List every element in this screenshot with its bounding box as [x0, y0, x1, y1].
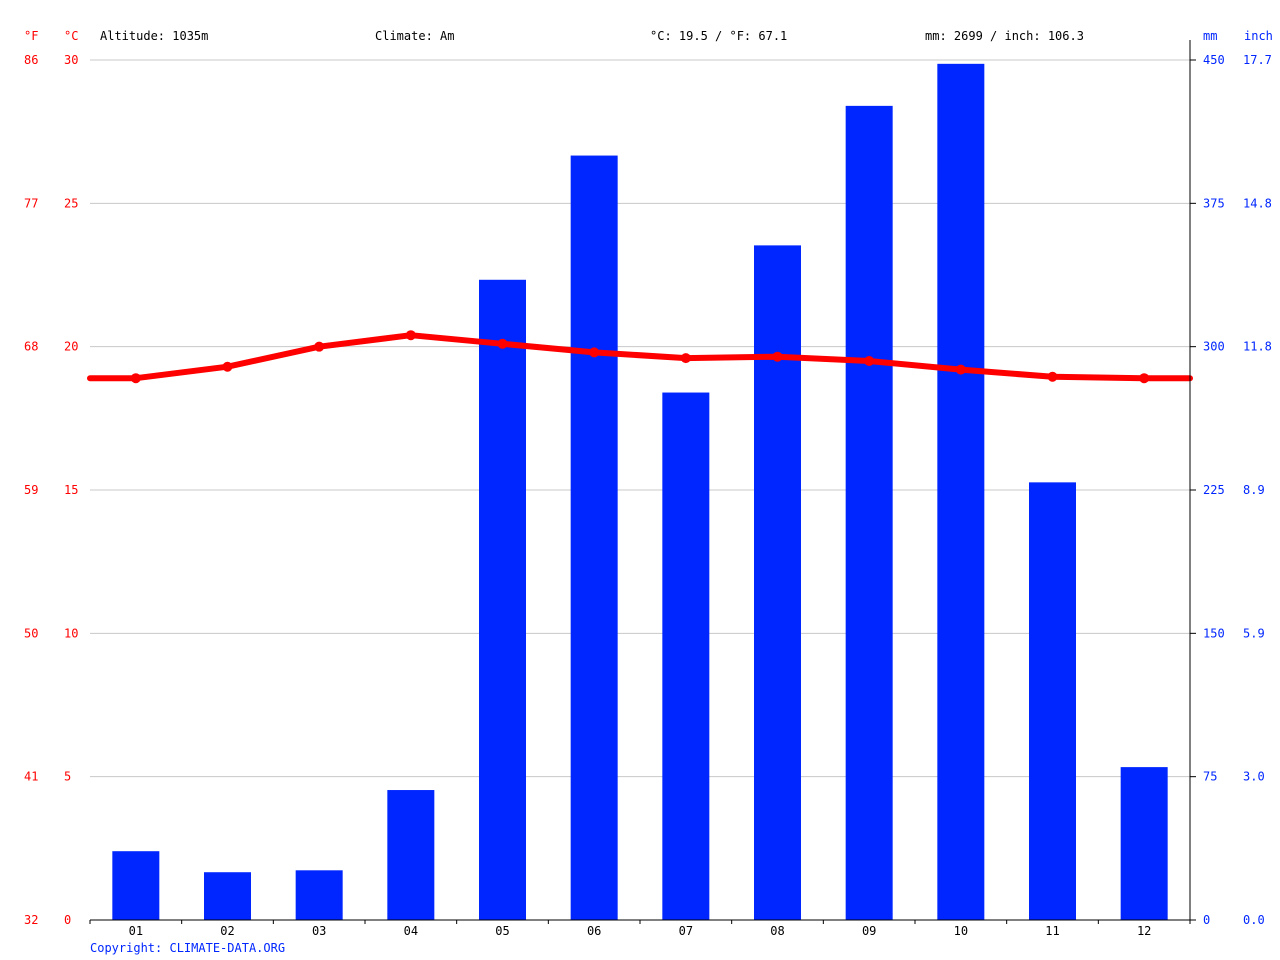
- precipitation-bar: [387, 790, 435, 920]
- temperature-point: [589, 347, 600, 358]
- precipitation-bars: [112, 63, 1168, 921]
- mm-unit-label: mm: [1203, 29, 1217, 43]
- temperature-point: [314, 341, 325, 352]
- mm-tick-label: 375: [1203, 196, 1225, 210]
- inch-tick-label: 3.0: [1243, 770, 1265, 784]
- celsius-unit-label: °C: [64, 29, 78, 43]
- month-tick-label: 04: [404, 924, 418, 938]
- altitude-label: Altitude: 1035m: [100, 29, 208, 43]
- fahrenheit-tick-label: 32: [24, 913, 38, 927]
- tick-labels: 32 0 0 0.0 41 5 75 3.0 50 10 150 5.9 59 15 225 8.9 68 20 3…: [24, 53, 1272, 938]
- month-tick-label: 09: [862, 924, 876, 938]
- month-tick-label: 07: [679, 924, 693, 938]
- fahrenheit-tick-label: 68: [24, 340, 38, 354]
- precipitation-bar: [570, 155, 618, 921]
- celsius-tick-label: 5: [64, 770, 71, 784]
- month-tick-label: 10: [954, 924, 968, 938]
- precipitation-bar: [754, 245, 801, 920]
- month-tick-label: 08: [770, 924, 784, 938]
- chart-header: °F °C Altitude: 1035m Climate: Am °C: 19…: [24, 29, 1273, 43]
- inch-unit-label: inch: [1244, 29, 1273, 43]
- temperature-point: [497, 338, 508, 349]
- inch-tick-label: 11.8: [1243, 340, 1272, 354]
- month-tick-label: 01: [129, 924, 143, 938]
- temperature-point: [1047, 371, 1058, 382]
- fahrenheit-tick-label: 41: [24, 770, 38, 784]
- celsius-tick-label: 20: [64, 340, 78, 354]
- inch-tick-label: 8.9: [1243, 483, 1265, 497]
- month-tick-label: 03: [312, 924, 326, 938]
- inch-tick-label: 5.9: [1243, 626, 1265, 640]
- precipitation-total-label: mm: 2699 / inch: 106.3: [925, 29, 1084, 43]
- fahrenheit-tick-label: 59: [24, 483, 38, 497]
- mm-tick-label: 225: [1203, 483, 1225, 497]
- month-tick-label: 12: [1137, 924, 1151, 938]
- inch-tick-label: 0.0: [1243, 913, 1265, 927]
- temperature-line-path: [87, 332, 1193, 382]
- precipitation-bar: [662, 392, 710, 920]
- mm-tick-label: 150: [1203, 626, 1225, 640]
- axes: [89, 40, 1196, 924]
- celsius-tick-label: 30: [64, 53, 78, 67]
- fahrenheit-tick-label: 86: [24, 53, 38, 67]
- inch-tick-label: 14.8: [1243, 196, 1272, 210]
- fahrenheit-tick-label: 50: [24, 626, 38, 640]
- mm-tick-label: 0: [1203, 913, 1210, 927]
- temperature-point: [680, 353, 691, 364]
- inch-tick-label: 17.7: [1243, 53, 1272, 67]
- temperature-point: [955, 364, 966, 375]
- celsius-tick-label: 25: [64, 196, 78, 210]
- mm-tick-label: 450: [1203, 53, 1225, 67]
- precipitation-bar: [479, 279, 526, 920]
- climate-label: Climate: Am: [375, 29, 454, 43]
- fahrenheit-unit-label: °F: [24, 29, 38, 43]
- precipitation-bar: [1120, 767, 1168, 920]
- month-tick-label: 05: [495, 924, 509, 938]
- copyright-label: Copyright: CLIMATE-DATA.ORG: [90, 941, 285, 955]
- temperature-average-label: °C: 19.5 / °F: 67.1: [650, 29, 787, 43]
- precipitation-bar: [295, 870, 343, 920]
- celsius-tick-label: 10: [64, 626, 78, 640]
- mm-tick-label: 300: [1203, 340, 1225, 354]
- precipitation-bar: [1029, 482, 1076, 920]
- precipitation-bar: [845, 105, 893, 920]
- month-tick-label: 06: [587, 924, 601, 938]
- temperature-point: [772, 351, 783, 362]
- celsius-tick-label: 0: [64, 913, 71, 927]
- precipitation-bar: [937, 63, 985, 921]
- precipitation-bar: [112, 851, 160, 920]
- temperature-point: [1139, 373, 1150, 384]
- grid-lines: [90, 59, 1190, 778]
- temperature-point: [130, 373, 141, 384]
- mm-tick-label: 75: [1203, 770, 1217, 784]
- temperature-point: [222, 361, 233, 372]
- month-tick-label: 11: [1045, 924, 1059, 938]
- temperature-line: [87, 330, 1193, 384]
- temperature-point: [405, 330, 416, 341]
- fahrenheit-tick-label: 77: [24, 196, 38, 210]
- month-tick-label: 02: [220, 924, 234, 938]
- temperature-point: [864, 356, 875, 366]
- celsius-tick-label: 15: [64, 483, 78, 497]
- precipitation-bar: [204, 872, 251, 920]
